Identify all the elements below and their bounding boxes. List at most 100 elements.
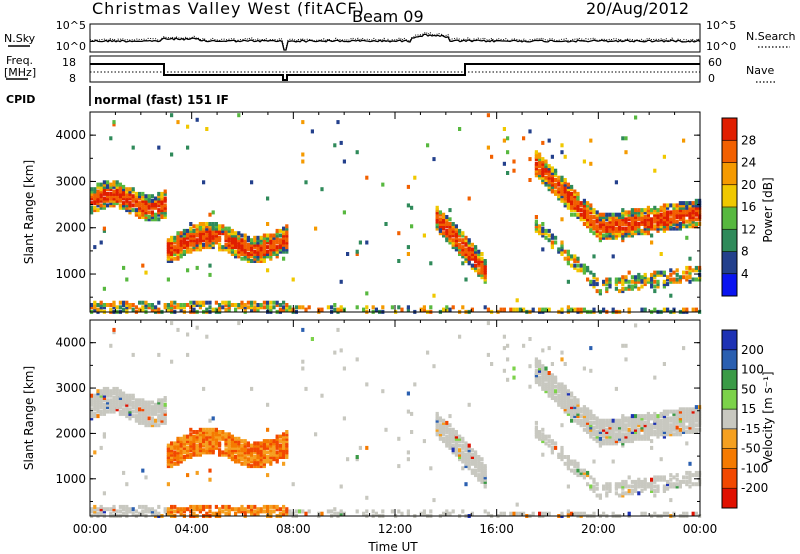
velocity-cell [202, 441, 206, 446]
power-cell [214, 224, 218, 229]
velocity-cell [538, 382, 542, 387]
velocity-cell [550, 393, 554, 398]
power-cell [125, 300, 129, 305]
velocity-cell [442, 439, 446, 444]
velocity-cell [160, 405, 164, 410]
power-cell [563, 201, 567, 206]
velocity-cell [547, 386, 551, 391]
velocity-cell [550, 375, 554, 380]
power-cell [256, 240, 260, 245]
velocity-cell [109, 507, 113, 512]
power-cell [566, 184, 570, 189]
velocity-cell [227, 439, 231, 444]
power-cell [563, 182, 567, 187]
velocity-cell [445, 436, 449, 441]
power-cell [173, 249, 177, 254]
velocity-cell [157, 511, 161, 516]
velocity-cell [618, 418, 622, 423]
velocity-cell [538, 430, 542, 434]
velocity-cell [182, 509, 186, 514]
velocity-cell [637, 430, 641, 434]
velocity-cell [621, 493, 625, 498]
power-cell [595, 212, 599, 217]
power-cell [106, 196, 110, 201]
power-cell [205, 224, 209, 229]
power-cell [195, 247, 199, 252]
power-cell [694, 210, 698, 215]
power-cell [694, 307, 698, 312]
power-cell [451, 226, 455, 231]
power-cell [176, 238, 180, 243]
power-cell [624, 275, 628, 280]
power-cell [611, 228, 615, 233]
power-cell [477, 268, 481, 273]
power-cell [96, 184, 100, 189]
power-cell [144, 217, 148, 222]
power-cell [614, 235, 618, 240]
velocity-cell [538, 511, 542, 516]
velocity-cell [144, 414, 148, 419]
power-cell [586, 217, 590, 222]
power-cell [381, 305, 385, 310]
colorbar-tick-label: 12 [741, 222, 756, 236]
power-cell [278, 307, 282, 312]
velocity-cell [566, 409, 570, 414]
velocity-cell [509, 511, 513, 516]
power-cell [157, 208, 161, 213]
power-cell [147, 305, 151, 310]
velocity-cell [262, 464, 266, 469]
power-cell [630, 222, 634, 226]
velocity-cell [410, 430, 414, 434]
velocity-cell [685, 479, 689, 484]
power-cell [662, 224, 666, 229]
velocity-cell [442, 432, 446, 437]
power-cell [240, 303, 244, 307]
velocity-cell [573, 461, 577, 466]
velocity-cell [99, 396, 103, 400]
velocity-cell [102, 393, 106, 398]
velocity-cell [138, 420, 142, 425]
power-cell [269, 252, 273, 256]
velocity-cell [618, 427, 622, 432]
velocity-cell [189, 432, 193, 437]
velocity-cell [118, 393, 122, 398]
velocity-cell [608, 439, 612, 444]
velocity-cell [202, 386, 206, 391]
power-cell [650, 284, 654, 289]
colorbar-segment [722, 409, 737, 430]
velocity-cell [208, 509, 212, 514]
power-cell [534, 171, 538, 175]
velocity-cell [186, 445, 190, 450]
velocity-cell [694, 473, 698, 478]
velocity-cell [541, 382, 545, 387]
velocity-cell [541, 373, 545, 378]
power-cell [448, 233, 452, 238]
power-cell [678, 275, 682, 280]
power-cell [125, 196, 129, 201]
velocity-cell [157, 402, 161, 407]
power-cell [557, 194, 561, 199]
power-cell [688, 205, 692, 210]
velocity-cell [141, 420, 145, 425]
velocity-cell [573, 400, 577, 405]
power-cell [275, 300, 279, 305]
power-cell [480, 259, 484, 263]
velocity-cell [598, 418, 602, 423]
power-cell [653, 208, 657, 213]
velocity-cell [125, 511, 129, 516]
y-tick-label: 2000 [55, 426, 86, 440]
velocity-cell [224, 452, 228, 457]
power-cell [550, 240, 554, 245]
power-cell [643, 279, 647, 284]
velocity-cell [131, 400, 135, 405]
power-cell [269, 242, 273, 247]
velocity-cell [563, 398, 567, 403]
power-cell [669, 293, 673, 298]
velocity-cell [262, 455, 266, 459]
velocity-cell [234, 439, 238, 444]
power-cell [195, 240, 199, 245]
power-cell [666, 215, 670, 219]
power-cell [253, 249, 257, 254]
power-cell [445, 219, 449, 224]
colorbar-segment [722, 330, 737, 351]
